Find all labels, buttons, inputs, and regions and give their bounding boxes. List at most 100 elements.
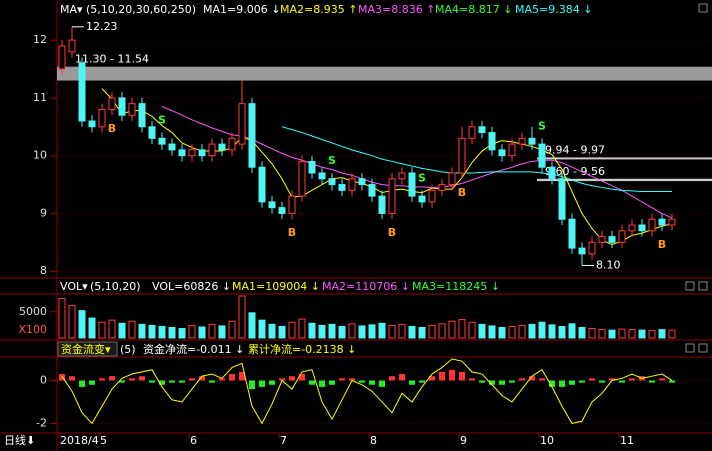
candle-body	[528, 137, 536, 145]
panel-button[interactable]	[698, 3, 708, 13]
flow-bar	[529, 376, 535, 381]
volume-bar	[398, 323, 406, 339]
signal-label: S	[328, 154, 336, 167]
legend-entry: MA4=8.817 ↓	[435, 3, 512, 16]
candle-body	[308, 160, 316, 174]
flow-bar	[499, 380, 505, 385]
flow-bar	[469, 378, 475, 381]
flow-bar	[339, 378, 345, 381]
signal-label: B	[458, 186, 466, 199]
y-tick-label: -2	[36, 416, 47, 429]
volume-bar	[128, 320, 136, 339]
candle-body	[228, 137, 236, 151]
candle-body	[108, 97, 116, 110]
flow-bar	[409, 380, 415, 385]
legend-entry: 累计净流=-0.2138 ↓	[248, 342, 356, 356]
flow-bar	[419, 380, 425, 383]
candle-body	[548, 166, 556, 180]
legend-entry: MA5=9.384 ↓	[515, 3, 592, 16]
signal-label: B	[388, 226, 396, 239]
volume-bar	[508, 325, 516, 339]
flow-bar	[219, 378, 225, 381]
candle-body	[448, 172, 456, 186]
flow-bar	[289, 376, 295, 381]
flow-bar	[89, 380, 95, 385]
y-tick-label: 10	[33, 149, 47, 162]
indicator-params: (5,10,20,30,60,250)	[86, 3, 196, 16]
candle-body	[328, 178, 336, 186]
candle-body	[248, 103, 256, 168]
volume-bar	[308, 322, 316, 339]
candle-body	[268, 201, 276, 209]
candle-body	[478, 126, 486, 134]
volume-bar	[588, 328, 596, 339]
flow-bar	[479, 380, 485, 383]
flow-bar	[309, 380, 315, 385]
candle-body	[518, 137, 526, 145]
volume-bar	[448, 320, 456, 339]
panel-button[interactable]	[685, 281, 695, 291]
volume-bar	[318, 324, 326, 339]
flow-bar	[389, 376, 395, 381]
candle-body	[288, 195, 296, 214]
ma-line	[161, 106, 673, 219]
candle-body	[508, 143, 516, 157]
candle-body	[638, 224, 646, 232]
candle-body	[498, 149, 506, 157]
volume-bar	[488, 325, 496, 339]
panel-button[interactable]	[698, 343, 708, 353]
volume-bar	[368, 324, 376, 339]
candle-body	[78, 62, 86, 122]
panel-button[interactable]	[698, 281, 708, 291]
flow-bar	[489, 380, 495, 385]
volume-bar	[628, 329, 636, 339]
candle-body	[648, 218, 656, 232]
candle-body	[658, 218, 666, 226]
flow-bar	[99, 378, 105, 381]
flow-bar	[619, 380, 625, 383]
flow-bar	[169, 380, 175, 383]
flow-bar	[209, 380, 215, 383]
volume-bar	[638, 329, 646, 339]
panel-button[interactable]	[685, 343, 695, 353]
price-band	[57, 66, 712, 81]
candle-body	[318, 172, 326, 180]
candle-body	[388, 178, 396, 214]
candle-body	[98, 108, 106, 128]
y-tick-label: 9	[40, 206, 47, 219]
candle-body	[558, 178, 566, 220]
candle-body	[138, 103, 146, 128]
candle-body	[118, 97, 126, 116]
price-band	[537, 178, 712, 182]
volume-bar	[198, 326, 206, 339]
flow-bar	[69, 376, 75, 381]
y-tick-label: 11	[33, 91, 47, 104]
period-label[interactable]: 日线⬇	[4, 433, 35, 447]
volume-bar	[348, 323, 356, 339]
candle-body	[488, 132, 496, 151]
candle-body	[258, 166, 266, 203]
flow-bar	[159, 380, 165, 385]
candle-body	[628, 224, 636, 232]
volume-bar	[188, 324, 196, 339]
volume-bar	[88, 317, 96, 339]
flow-bar	[239, 371, 245, 381]
candle-body	[578, 247, 586, 255]
indicator-box[interactable]	[57, 341, 118, 357]
volume-bar	[148, 324, 156, 339]
unit-label: X100	[18, 323, 47, 336]
volume-bar	[298, 318, 306, 339]
flow-bar	[299, 374, 305, 381]
legend-entry: MA1=109004 ↓	[232, 280, 320, 293]
candle-body	[458, 137, 466, 174]
candle-body	[178, 149, 186, 157]
volume-bar	[248, 312, 256, 339]
band-label: 9.60 - 9.56	[545, 165, 605, 178]
y-tick-label: 5000	[19, 305, 47, 318]
volume-bar	[658, 329, 666, 339]
band-label: 11.30 - 11.54	[75, 53, 149, 66]
volume-bar	[58, 298, 66, 339]
y-tick-label: 12	[33, 33, 47, 46]
candle-body	[148, 126, 156, 139]
